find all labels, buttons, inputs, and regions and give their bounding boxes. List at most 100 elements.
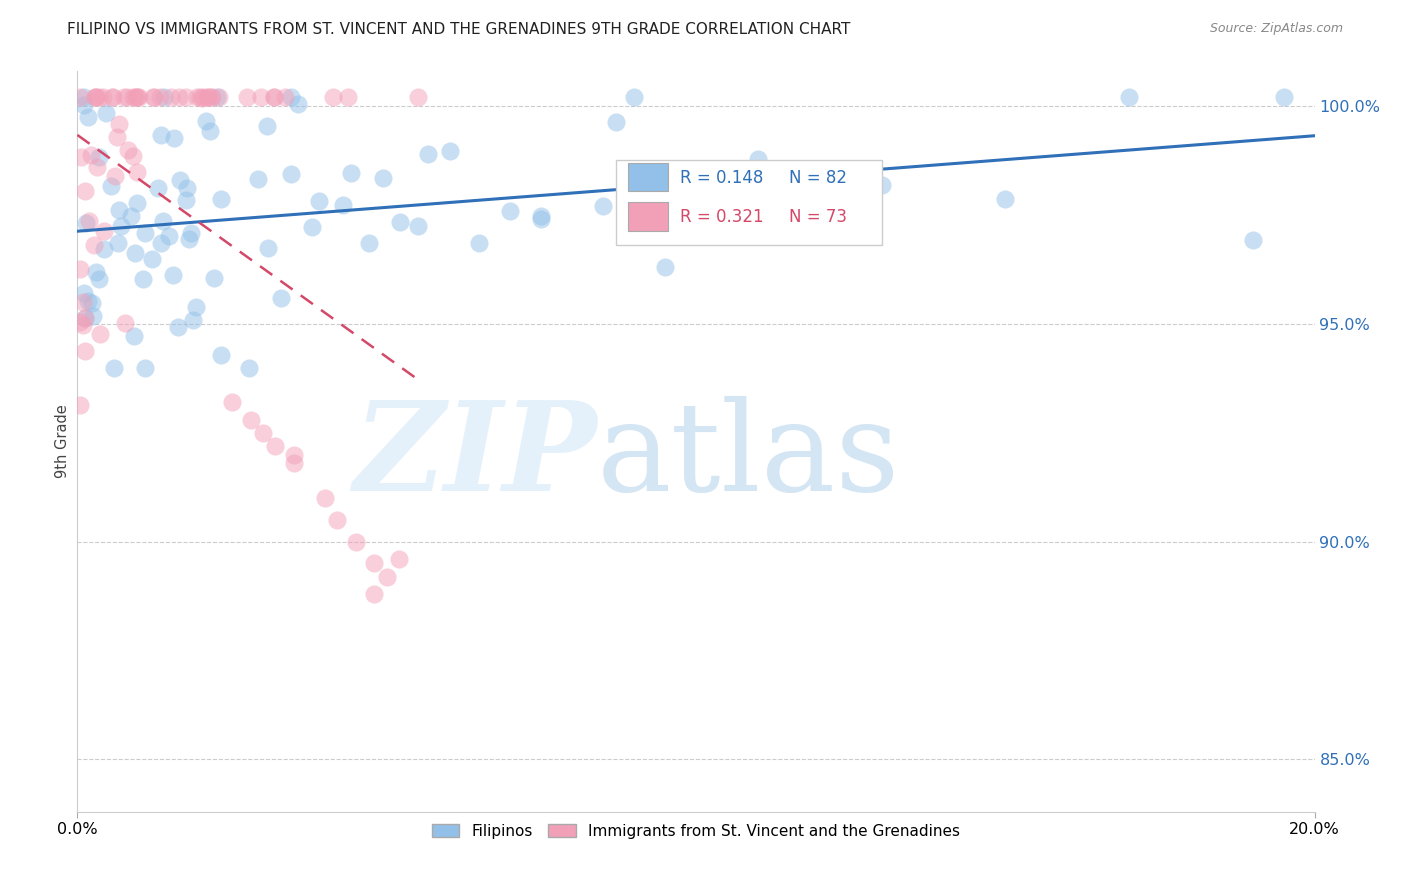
Point — [69, 90, 91, 104]
Point — [308, 194, 330, 209]
Point — [73, 310, 96, 325]
Point — [86, 265, 108, 279]
Point — [263, 90, 285, 104]
Point — [747, 152, 769, 166]
Point — [174, 193, 197, 207]
Point — [108, 117, 131, 131]
Point — [153, 90, 176, 104]
Point — [180, 226, 202, 240]
Point — [72, 90, 94, 104]
Point — [468, 235, 491, 250]
Point — [114, 316, 136, 330]
Point — [406, 219, 429, 233]
Point — [141, 252, 163, 267]
Point — [176, 90, 198, 104]
Point — [280, 167, 302, 181]
Point — [283, 456, 305, 470]
Point — [127, 165, 149, 179]
Point — [1118, 90, 1140, 104]
Point — [86, 160, 108, 174]
Point — [121, 90, 143, 104]
Point — [280, 90, 302, 104]
Point — [162, 268, 184, 282]
Point — [238, 360, 260, 375]
Point — [93, 242, 115, 256]
Point — [654, 260, 676, 275]
Point — [239, 413, 262, 427]
Point — [134, 226, 156, 240]
Point — [257, 241, 280, 255]
Point — [105, 130, 128, 145]
Point — [127, 195, 149, 210]
Point — [117, 143, 139, 157]
Point — [388, 215, 411, 229]
Point — [191, 91, 214, 105]
Point — [125, 90, 148, 104]
Point — [73, 310, 96, 325]
Point — [69, 315, 91, 329]
Point — [87, 90, 110, 104]
Point — [121, 149, 143, 163]
Point — [82, 310, 104, 324]
Legend: Filipinos, Immigrants from St. Vincent and the Grenadines: Filipinos, Immigrants from St. Vincent a… — [426, 817, 966, 845]
Point — [340, 166, 363, 180]
Point — [322, 90, 344, 104]
Point — [132, 272, 155, 286]
Point — [194, 114, 217, 128]
Point — [104, 169, 127, 183]
Point — [208, 90, 231, 104]
Text: atlas: atlas — [598, 396, 900, 516]
Point — [84, 90, 107, 104]
Point — [73, 184, 96, 198]
Point — [530, 209, 553, 223]
Point — [1272, 90, 1295, 104]
Point — [363, 587, 385, 601]
Point — [69, 398, 91, 412]
Point — [77, 214, 100, 228]
Point — [149, 128, 172, 143]
Point — [89, 150, 111, 164]
Point — [186, 300, 208, 314]
Point — [188, 90, 211, 104]
Point — [183, 312, 205, 326]
Point — [149, 90, 172, 104]
Point — [167, 319, 190, 334]
FancyBboxPatch shape — [628, 202, 668, 230]
Point — [120, 209, 142, 223]
Point — [142, 90, 165, 104]
Point — [70, 149, 93, 163]
FancyBboxPatch shape — [628, 163, 668, 191]
Point — [125, 90, 148, 104]
Point — [263, 90, 285, 104]
Point — [69, 262, 91, 277]
Text: N = 82: N = 82 — [789, 169, 846, 187]
Point — [270, 291, 292, 305]
Point — [84, 90, 107, 104]
Point — [209, 192, 232, 206]
Point — [1241, 233, 1264, 247]
Point — [159, 90, 181, 104]
Point — [247, 171, 270, 186]
Point — [406, 90, 429, 104]
Text: ZIP: ZIP — [353, 395, 598, 517]
Point — [198, 124, 221, 138]
Point — [439, 144, 461, 158]
Point — [332, 198, 354, 212]
Point — [287, 97, 309, 112]
Point — [283, 448, 305, 462]
Point — [264, 439, 287, 453]
Point — [80, 148, 103, 162]
Text: N = 73: N = 73 — [789, 208, 846, 227]
Point — [201, 90, 224, 104]
Point — [122, 329, 145, 343]
Point — [87, 271, 110, 285]
Point — [150, 235, 173, 250]
Point — [146, 181, 169, 195]
Point — [72, 295, 94, 310]
Point — [128, 90, 150, 104]
Point — [186, 90, 208, 104]
Point — [112, 90, 135, 104]
Point — [375, 569, 398, 583]
Point — [93, 224, 115, 238]
Point — [337, 90, 360, 104]
